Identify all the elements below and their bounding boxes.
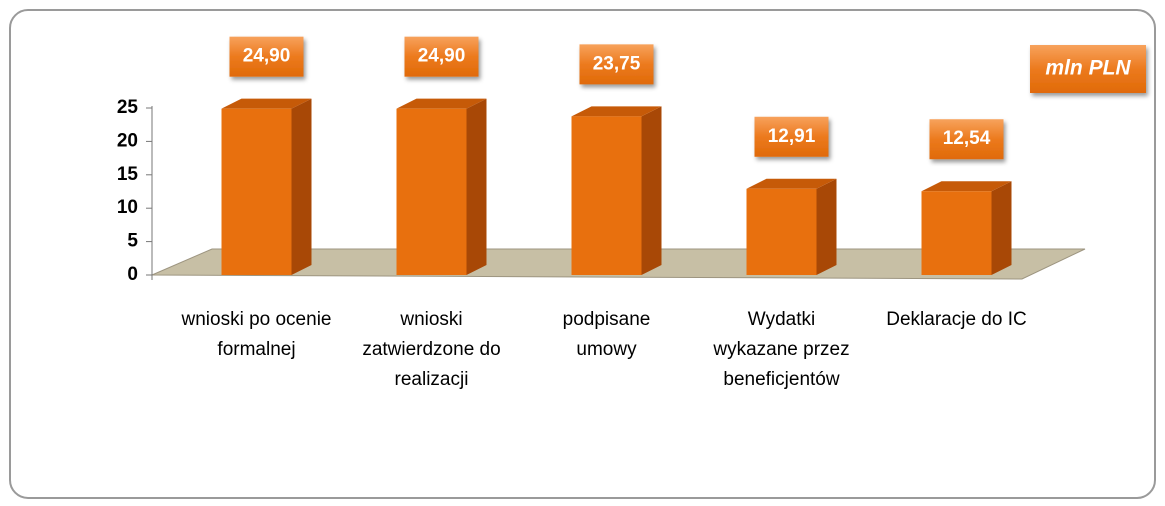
bar-side bbox=[466, 98, 487, 275]
bar bbox=[221, 108, 292, 275]
y-tick-label: 10 bbox=[117, 197, 138, 218]
bar-top bbox=[921, 181, 1012, 192]
bar-side bbox=[991, 181, 1012, 275]
value-label: 24,90 bbox=[418, 46, 466, 67]
value-label: 12,91 bbox=[768, 126, 816, 147]
bar-top bbox=[571, 106, 662, 117]
value-label-box bbox=[579, 44, 654, 85]
value-label-box bbox=[929, 119, 1004, 160]
bar-top bbox=[746, 178, 837, 189]
value-label: 12,54 bbox=[943, 128, 991, 149]
value-label: 23,75 bbox=[593, 53, 641, 74]
y-tick-label: 15 bbox=[117, 164, 139, 185]
bar-side bbox=[291, 98, 312, 275]
x-tick-label: wnioski po ocenie formalnej bbox=[181, 309, 332, 360]
unit-box bbox=[1030, 45, 1146, 93]
y-tick-label: 5 bbox=[127, 231, 138, 252]
y-tick-label: 25 bbox=[117, 97, 139, 118]
bar bbox=[746, 188, 817, 275]
value-label-box bbox=[754, 116, 829, 157]
bar bbox=[571, 116, 642, 275]
y-tick-label: 0 bbox=[127, 264, 138, 285]
x-tick-label: Deklaracje do IC bbox=[886, 309, 1027, 330]
bar-top bbox=[396, 98, 487, 109]
x-tick-label: wnioski zatwierdzone do realizacji bbox=[362, 309, 501, 390]
unit-label: mln PLN bbox=[1045, 57, 1131, 80]
x-tick-label: Wydatki wykazane przez beneficjentów bbox=[713, 309, 850, 390]
bar-side bbox=[816, 178, 837, 275]
bar bbox=[396, 108, 467, 275]
bar bbox=[921, 191, 992, 275]
x-tick-label: podpisane umowy bbox=[562, 309, 651, 360]
value-label: 24,90 bbox=[243, 46, 291, 67]
bar-top bbox=[221, 98, 312, 109]
bar-side bbox=[641, 106, 662, 275]
y-tick-label: 20 bbox=[117, 130, 138, 151]
value-label-box bbox=[404, 36, 479, 77]
value-label-box bbox=[229, 36, 304, 77]
